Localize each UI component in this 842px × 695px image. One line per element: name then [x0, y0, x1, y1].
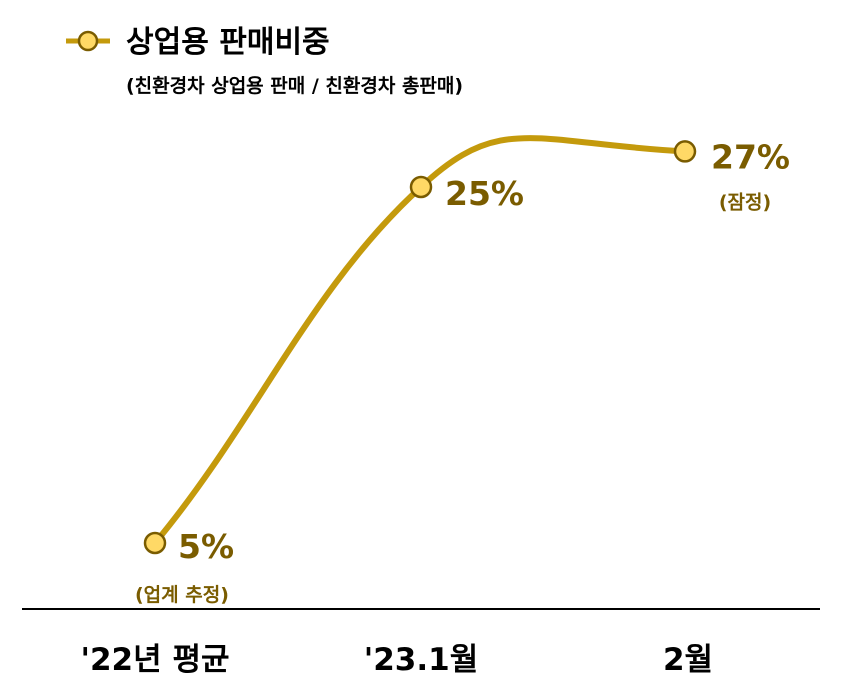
data-value-label: 25% — [445, 174, 524, 213]
series-line — [152, 135, 688, 546]
x-axis-tick-label: 2월 — [663, 642, 713, 678]
data-value-label: 27% — [711, 137, 790, 176]
data-point-marker — [409, 175, 433, 199]
chart-subtitle: (친환경차 상업용 판매 / 친환경차 총판매) — [126, 75, 463, 97]
data-note-label: (잠정) — [719, 191, 771, 213]
legend-marker-swatch — [77, 30, 99, 52]
x-axis-tick-label: '22년 평균 — [81, 642, 230, 678]
data-points: 5% (업계 추정) 25% 27% (잠정) — [135, 137, 790, 606]
data-value-label: 5% — [178, 527, 234, 566]
data-point-marker — [673, 140, 697, 163]
x-axis-tick-labels: '22년 평균 '23.1월 2월 — [81, 642, 714, 678]
chart-title: 상업용 판매비중 — [126, 25, 330, 60]
data-note-label: (업계 추정) — [135, 584, 229, 606]
legend: 상업용 판매비중 (친환경차 상업용 판매 / 친환경차 총판매) — [66, 25, 463, 97]
x-axis-tick-label: '23.1월 — [364, 642, 479, 678]
data-point-marker — [143, 531, 167, 555]
